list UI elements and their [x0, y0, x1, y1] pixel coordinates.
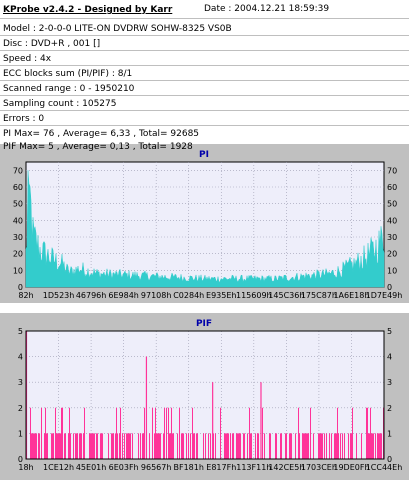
y-tick-label-right: 40	[387, 216, 397, 225]
y-tick-label-left: 70	[13, 166, 23, 175]
y-tick-label-left: 0	[18, 455, 23, 464]
y-tick-label-right: 70	[387, 166, 397, 175]
y-tick-label-left: 5	[18, 327, 23, 336]
x-tick-label: 18h	[18, 463, 33, 472]
x-tick-label: 46796h	[76, 291, 107, 300]
app-title: KProbe v2.4.2 - Designed by Karr	[3, 5, 173, 15]
y-tick-label-left: 40	[13, 216, 23, 225]
x-tick-label: 19DE0Fh	[333, 463, 369, 472]
ecc-line: ECC blocks sum (PI/PIF) : 8/1	[3, 69, 133, 79]
pi-summary-line: PI Max= 76 , Average= 6,33 , Total= 9268…	[3, 129, 200, 139]
plot-area	[25, 161, 385, 288]
y-tick-label-right: 60	[387, 183, 397, 192]
separator	[0, 50, 409, 51]
y-tick-label-right: 0	[387, 455, 392, 464]
pif-summary-line: PIF Max= 5 , Average= 0,13 , Total= 1928	[3, 142, 193, 152]
y-tick-label-left: 60	[13, 183, 23, 192]
x-tick-label: 175C87h	[301, 291, 337, 300]
x-tick-label: 1D7E49h	[366, 291, 403, 300]
speed-line: Speed : 4x	[3, 54, 52, 64]
y-tick-label-right: 4	[387, 353, 392, 362]
y-tick-label-left: 1	[18, 429, 23, 438]
x-tick-label: 1D523h	[43, 291, 75, 300]
separator	[0, 110, 409, 111]
y-tick-label-right: 5	[387, 327, 392, 336]
sampling-line: Sampling count : 105275	[3, 99, 117, 109]
x-tick-label: 1A6E18h	[333, 291, 369, 300]
x-tick-label: 82h	[18, 291, 33, 300]
y-tick-label-right: 30	[387, 233, 397, 242]
pif-chart: PIF 0 0 1 1 2 2 3 3 4 4 5 5 18h 1CE12h 45E01h 6E03Fh 9656…	[18, 319, 403, 472]
x-tick-label: 45E01h	[76, 463, 106, 472]
x-tick-label: C0284h	[173, 291, 204, 300]
y-tick-label-right: 2	[387, 404, 392, 413]
y-tick-label-right: 20	[387, 250, 397, 259]
y-tick-label-right: 50	[387, 200, 397, 209]
separator	[0, 80, 409, 81]
pif-chart-panel: PIF 0 0 1 1 2 2 3 3 4 4 5 5 18h 1CE12h 45E01h 6E03Fh 9656…	[0, 313, 409, 480]
pi-chart-panel: PI 0 0 10 10 20 20 30 30 40 40 50 50 60 60 70 70 82h 1D523…	[0, 144, 409, 303]
y-tick-label-right: 0	[387, 283, 392, 292]
disc-line: Disc : DVD+R , 001 []	[3, 39, 101, 49]
x-tick-label: BF181h	[174, 463, 204, 472]
y-tick-label-left: 10	[13, 266, 23, 275]
model-line: Model : 2-0-0-0 LITE-ON DVDRW SOHW-8325 …	[3, 24, 232, 34]
pi-chart: PI 0 0 10 10 20 20 30 30 40 40 50 50 60 60 70 70 82h 1D523…	[13, 150, 403, 300]
separator	[0, 18, 409, 19]
y-tick-label-left: 3	[18, 378, 23, 387]
panel-gap	[0, 303, 409, 313]
separator	[0, 35, 409, 36]
x-tick-label: E935Eh	[206, 291, 236, 300]
separator	[0, 125, 409, 126]
y-tick-label-left: 2	[18, 404, 23, 413]
x-tick-label: 115609h	[236, 291, 272, 300]
x-tick-label: E817Fh	[206, 463, 236, 472]
y-tick-label-left: 0	[18, 283, 23, 292]
y-tick-label-right: 10	[387, 266, 397, 275]
chart-title: PI	[199, 150, 209, 160]
chart-title: PIF	[196, 319, 212, 329]
x-tick-label: 97108h	[141, 291, 172, 300]
y-tick-label-left: 30	[13, 233, 23, 242]
x-tick-label: 6E984h	[108, 291, 138, 300]
y-tick-label-right: 1	[387, 429, 392, 438]
plot-border	[25, 330, 385, 460]
errors-line: Errors : 0	[3, 114, 45, 124]
scan-date: Date : 2004.12.21 18:59:39	[204, 4, 330, 14]
y-tick-label-left: 20	[13, 250, 23, 259]
x-tick-label: 1703CEh	[301, 463, 337, 472]
info-header: KProbe v2.4.2 - Designed by Karr Date : …	[0, 0, 409, 144]
pi-series-area	[25, 170, 385, 288]
x-tick-label: 6E03Fh	[109, 463, 139, 472]
range-line: Scanned range : 0 - 1950210	[3, 84, 135, 94]
x-tick-label: 1CC44Eh	[366, 463, 403, 472]
y-tick-label-left: 4	[18, 353, 23, 362]
x-tick-label: 1CE12h	[43, 463, 74, 472]
x-tick-label: 142CE5h	[268, 463, 304, 472]
separator	[0, 95, 409, 96]
x-tick-label: 113F11h	[236, 463, 271, 472]
y-tick-label-left: 50	[13, 200, 23, 209]
x-tick-label: 96567h	[141, 463, 172, 472]
y-tick-label-right: 3	[387, 378, 392, 387]
x-tick-label: 145C36h	[268, 291, 304, 300]
separator	[0, 65, 409, 66]
